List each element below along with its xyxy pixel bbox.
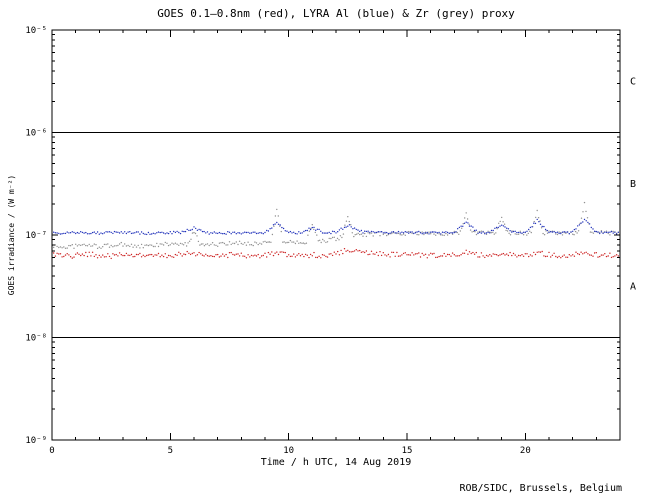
plot-frame [51,29,621,441]
x-tick-label: 15 [402,446,413,456]
y-tick-label: 10⁻⁹ [25,436,47,446]
x-axis-label: Time / h UTC, 14 Aug 2019 [261,457,412,468]
y-tick-label: 10⁻⁸ [25,334,47,344]
series-blue [52,218,619,236]
x-tick-label: 5 [168,446,173,456]
series-layer [52,201,619,260]
flare-class-label-c: C [630,76,636,87]
flare-class-label-b: B [630,179,636,190]
plot-layer: 10⁻⁵ 10⁻⁶ 10⁻⁷ 10⁻⁸ 10⁻⁹0 5 10 15 20 C B A [25,26,636,456]
y-tick-label: 10⁻⁵ [25,26,47,36]
hlines [52,132,620,338]
chart-title: GOES 0.1–0.8nm (red), LYRA Al (blue) & Z… [157,7,515,20]
series-grey [52,201,619,250]
y-axis-label: GOES irradiance / (W m⁻²) [7,175,16,295]
series-red [52,248,619,260]
y-tick-label: 10⁻⁷ [25,231,47,241]
credit-text: ROB/SIDC, Brussels, Belgium [459,483,622,494]
tick-labels: 10⁻⁵ 10⁻⁶ 10⁻⁷ 10⁻⁸ 10⁻⁹0 5 10 15 20 C B A [25,26,636,456]
x-tick-label: 10 [283,446,294,456]
x-tick-label: 0 [49,446,54,456]
y-tick-label: 10⁻⁶ [25,129,47,139]
flare-class-label-a: A [630,281,636,292]
ticks [51,29,621,441]
x-tick-label: 20 [520,446,531,456]
